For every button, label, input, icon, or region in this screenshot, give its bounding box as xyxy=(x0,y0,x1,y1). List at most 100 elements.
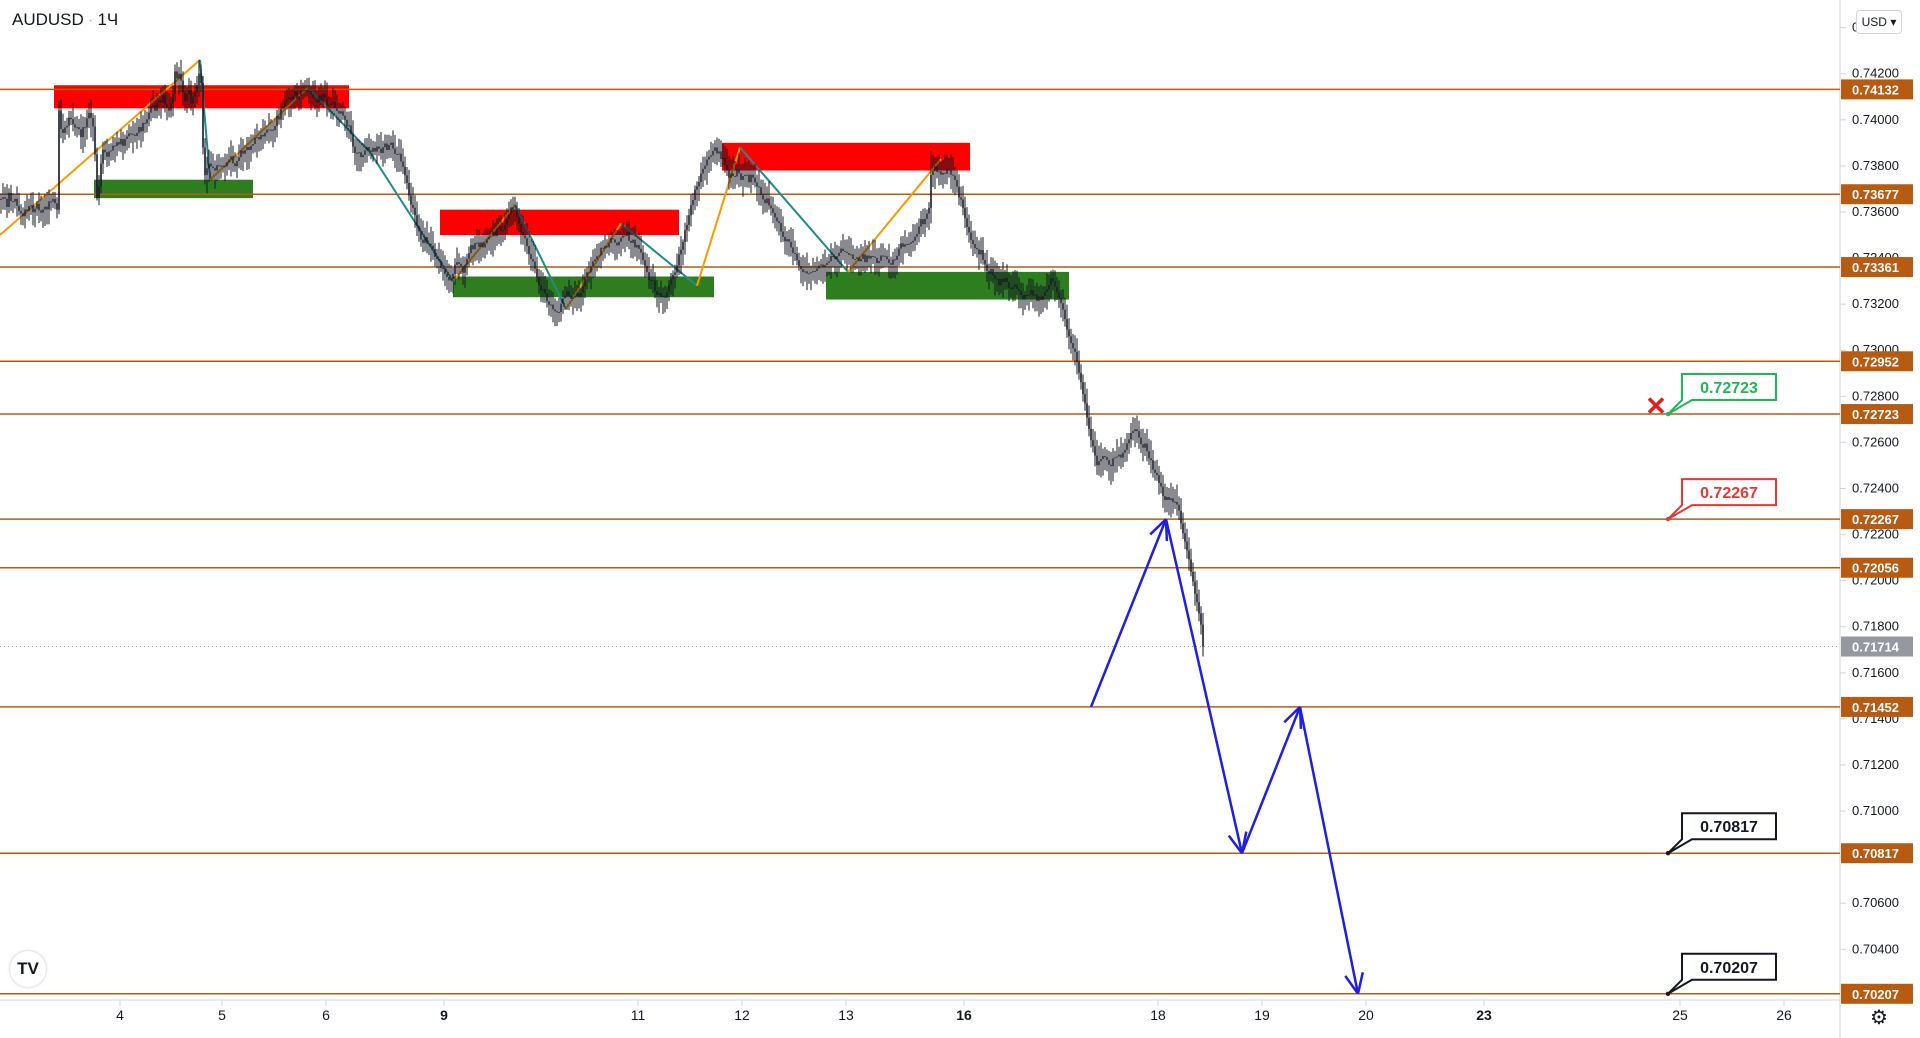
candle-body xyxy=(1072,343,1074,349)
candle-body xyxy=(540,285,542,291)
candle-body xyxy=(910,242,912,244)
candle-body xyxy=(1130,432,1132,440)
candle-body xyxy=(382,147,384,153)
candle-body xyxy=(1108,459,1110,465)
candle-body xyxy=(1044,291,1046,296)
candle-body xyxy=(346,119,348,127)
candle-body xyxy=(912,240,914,243)
candle-body xyxy=(966,218,968,227)
candle-body xyxy=(1154,469,1156,473)
candle-body xyxy=(598,255,600,257)
candle-body xyxy=(1192,571,1194,582)
candle-body xyxy=(888,259,890,264)
candle-body xyxy=(942,172,944,175)
level-tag-label: 0.73361 xyxy=(1852,260,1899,275)
candle-body xyxy=(846,251,848,253)
candle-body xyxy=(766,198,768,204)
candle-body xyxy=(782,231,784,237)
candle-body xyxy=(20,211,22,214)
level-tag xyxy=(1841,509,1913,530)
time-axis[interactable]: 4 5 6 9 11 12 13 16 18 19 20 23 25 26 xyxy=(116,1000,1792,1023)
candle-body xyxy=(268,129,270,131)
candle-body xyxy=(662,295,664,298)
tradingview-logo[interactable]: TV xyxy=(10,951,46,987)
candle-body xyxy=(448,276,450,281)
price-axis[interactable]: 0.744000.742000.740000.738000.736000.734… xyxy=(1840,20,1913,1004)
candle-body xyxy=(1156,472,1158,476)
symbol-title[interactable]: AUDUSD · 1Ч xyxy=(12,10,118,30)
candle-body xyxy=(1090,429,1092,441)
candle-body xyxy=(1170,498,1172,500)
candle-body xyxy=(302,90,304,92)
candle-body xyxy=(284,101,286,107)
candle-body xyxy=(120,138,122,145)
candle-body xyxy=(1118,454,1120,457)
candle-body xyxy=(1146,443,1148,452)
candle-body xyxy=(1104,455,1106,458)
candle-body xyxy=(972,240,974,245)
candle-body xyxy=(952,174,954,176)
candle-body xyxy=(198,73,200,86)
currency-dropdown[interactable]: USD ▾ xyxy=(1856,10,1902,34)
candle-body xyxy=(738,169,740,174)
price-tick-label: 0.71000 xyxy=(1852,803,1899,818)
candle-body xyxy=(870,255,872,259)
candle-body xyxy=(162,95,164,103)
candle-body xyxy=(318,95,320,103)
candle-body xyxy=(584,277,586,287)
candle-body xyxy=(10,192,12,202)
candle-body xyxy=(274,126,276,131)
candle-body xyxy=(78,127,80,130)
candle-body xyxy=(194,92,196,97)
candle-body xyxy=(958,186,960,198)
candle-body xyxy=(956,179,958,187)
candle-body xyxy=(836,256,838,259)
time-tick-label: 26 xyxy=(1776,1007,1792,1023)
candle-body xyxy=(42,209,44,213)
gear-icon[interactable]: ⚙ xyxy=(1870,1007,1888,1029)
candle-body xyxy=(1176,501,1178,505)
candle-body xyxy=(656,291,658,295)
candle-body xyxy=(916,233,918,237)
candle-body xyxy=(218,165,220,167)
candle-body xyxy=(660,293,662,298)
candle-body xyxy=(1168,497,1170,500)
candle-body xyxy=(282,106,284,109)
level-tag xyxy=(1841,79,1913,100)
candle-body xyxy=(792,247,794,253)
candle-body xyxy=(202,82,204,148)
candle-body xyxy=(342,111,344,116)
candle-body xyxy=(884,255,886,257)
forecast-projection xyxy=(1089,518,1365,995)
candle-body xyxy=(906,244,908,246)
candle-body xyxy=(948,169,950,171)
candle-body xyxy=(1196,593,1198,603)
candle-body xyxy=(930,174,932,208)
candle-body xyxy=(54,198,56,204)
candle-body xyxy=(428,243,430,245)
candle-body xyxy=(914,236,916,241)
candle-body xyxy=(110,150,112,152)
candle-body xyxy=(196,85,198,93)
candle-body xyxy=(518,216,520,224)
candle-body xyxy=(338,111,340,114)
candle-body xyxy=(664,295,666,298)
candle-body xyxy=(920,219,922,227)
candle-body xyxy=(532,259,534,262)
candle-body xyxy=(336,108,338,112)
candle-body xyxy=(998,279,1000,286)
candle-body xyxy=(706,159,708,166)
candle-body xyxy=(154,105,156,111)
candle-body xyxy=(1022,295,1024,300)
candle-body xyxy=(32,205,34,213)
candle-body xyxy=(936,166,938,172)
candle-body xyxy=(622,235,624,238)
callout-box xyxy=(1667,812,1777,855)
candle-body xyxy=(62,129,64,133)
candle-body xyxy=(996,278,998,280)
time-tick-label: 11 xyxy=(631,1007,646,1023)
candle-body xyxy=(768,198,770,206)
candle-body xyxy=(430,243,432,246)
candle-body xyxy=(180,73,182,81)
